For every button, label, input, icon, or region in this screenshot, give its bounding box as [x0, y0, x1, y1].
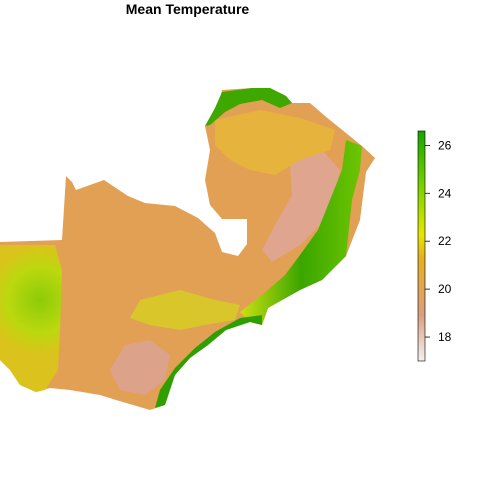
legend-tick-label: 24 [438, 186, 452, 200]
south-escarpment [155, 315, 262, 408]
western-lowland [0, 245, 62, 392]
valley-region [262, 140, 340, 262]
pedicle-gap [222, 219, 247, 250]
central-belt [130, 290, 240, 330]
legend-tick-label: 18 [438, 330, 452, 344]
north-green-fringe [205, 88, 292, 126]
map-title: Mean Temperature [125, 1, 250, 17]
east-valley-band [240, 140, 362, 325]
legend-tick-label: 20 [438, 282, 452, 296]
legend-colorbar [417, 130, 426, 362]
southern-highlands [110, 340, 170, 395]
northern-region [215, 110, 335, 175]
legend-tick-label: 22 [438, 234, 452, 248]
legend-tick-label: 26 [438, 138, 452, 152]
